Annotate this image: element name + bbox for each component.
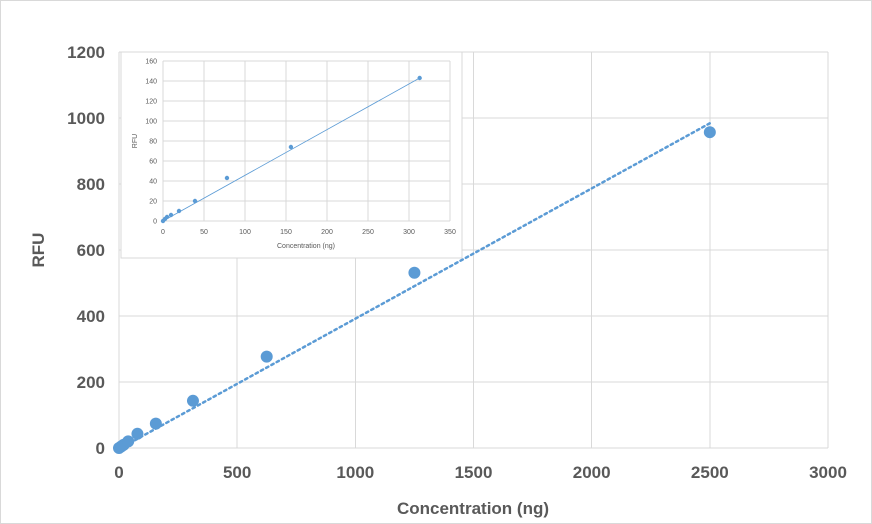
main-x-tick-label: 500 — [223, 463, 251, 482]
main-data-point — [131, 427, 144, 440]
main-data-point — [408, 266, 421, 279]
inset-data-point — [168, 212, 174, 218]
inset-y-tick-label: 0 — [153, 219, 157, 226]
main-y-tick-label: 800 — [77, 175, 105, 194]
inset-y-tick-label: 100 — [145, 119, 157, 126]
inset-data-point — [164, 214, 170, 220]
inset-y-tick-label: 120 — [145, 99, 157, 106]
inset-x-tick-label: 150 — [280, 229, 292, 236]
inset-x-axis-title: Concentration (ng) — [277, 243, 335, 250]
inset-y-tick-label: 40 — [149, 179, 157, 186]
inset-y-tick-label: 60 — [149, 159, 157, 166]
inset-x-tick-label: 200 — [321, 229, 333, 236]
main-data-point — [260, 350, 273, 363]
main-y-tick-label: 600 — [77, 241, 105, 260]
main-y-tick-label: 400 — [77, 307, 105, 326]
inset-y-tick-label: 20 — [149, 199, 157, 206]
inset-data-point — [224, 175, 230, 181]
inset-data-point — [417, 75, 422, 81]
inset-y-tick-label: 160 — [145, 59, 157, 66]
main-x-axis-title: Concentration (ng) — [397, 499, 549, 518]
main-x-tick-label: 1000 — [336, 463, 374, 482]
inset-x-tick-label: 50 — [200, 229, 208, 236]
inset-data-point — [176, 208, 182, 214]
main-data-point — [703, 126, 716, 139]
inset-y-axis-title: RFU — [132, 134, 139, 148]
main-trendline — [117, 122, 712, 451]
inset-data-point — [192, 198, 198, 204]
inset-x-tick-label: 300 — [403, 229, 415, 236]
inset-chart: 0 50 100 150 200 250 300 350 0 20 40 60 80 100 120 140 1… — [120, 51, 463, 259]
inset-y-tick-label: 80 — [149, 139, 157, 146]
inset-x-tick-label: 250 — [362, 229, 374, 236]
main-y-axis-title: RFU — [29, 233, 48, 268]
main-x-tick-label: 2500 — [691, 463, 729, 482]
main-x-tick-label: 3000 — [809, 463, 847, 482]
main-y-tick-label: 200 — [77, 373, 105, 392]
inset-trendline — [162, 77, 420, 222]
main-data-point — [122, 435, 135, 448]
inset-x-tick-label: 100 — [239, 229, 251, 236]
main-y-tick-label: 1200 — [67, 43, 105, 62]
main-x-tick-label: 1500 — [455, 463, 493, 482]
inset-x-tick-label: 0 — [161, 229, 165, 236]
main-x-tick-label: 2000 — [573, 463, 611, 482]
main-y-tick-label: 1000 — [67, 109, 105, 128]
main-x-tick-label: 0 — [114, 463, 123, 482]
inset-x-tick-label: 350 — [444, 229, 456, 236]
main-data-point — [186, 394, 199, 407]
inset-y-tick-label: 140 — [145, 79, 157, 86]
main-data-point — [149, 417, 162, 430]
main-y-tick-label: 0 — [96, 439, 105, 458]
inset-data-point — [288, 144, 294, 150]
